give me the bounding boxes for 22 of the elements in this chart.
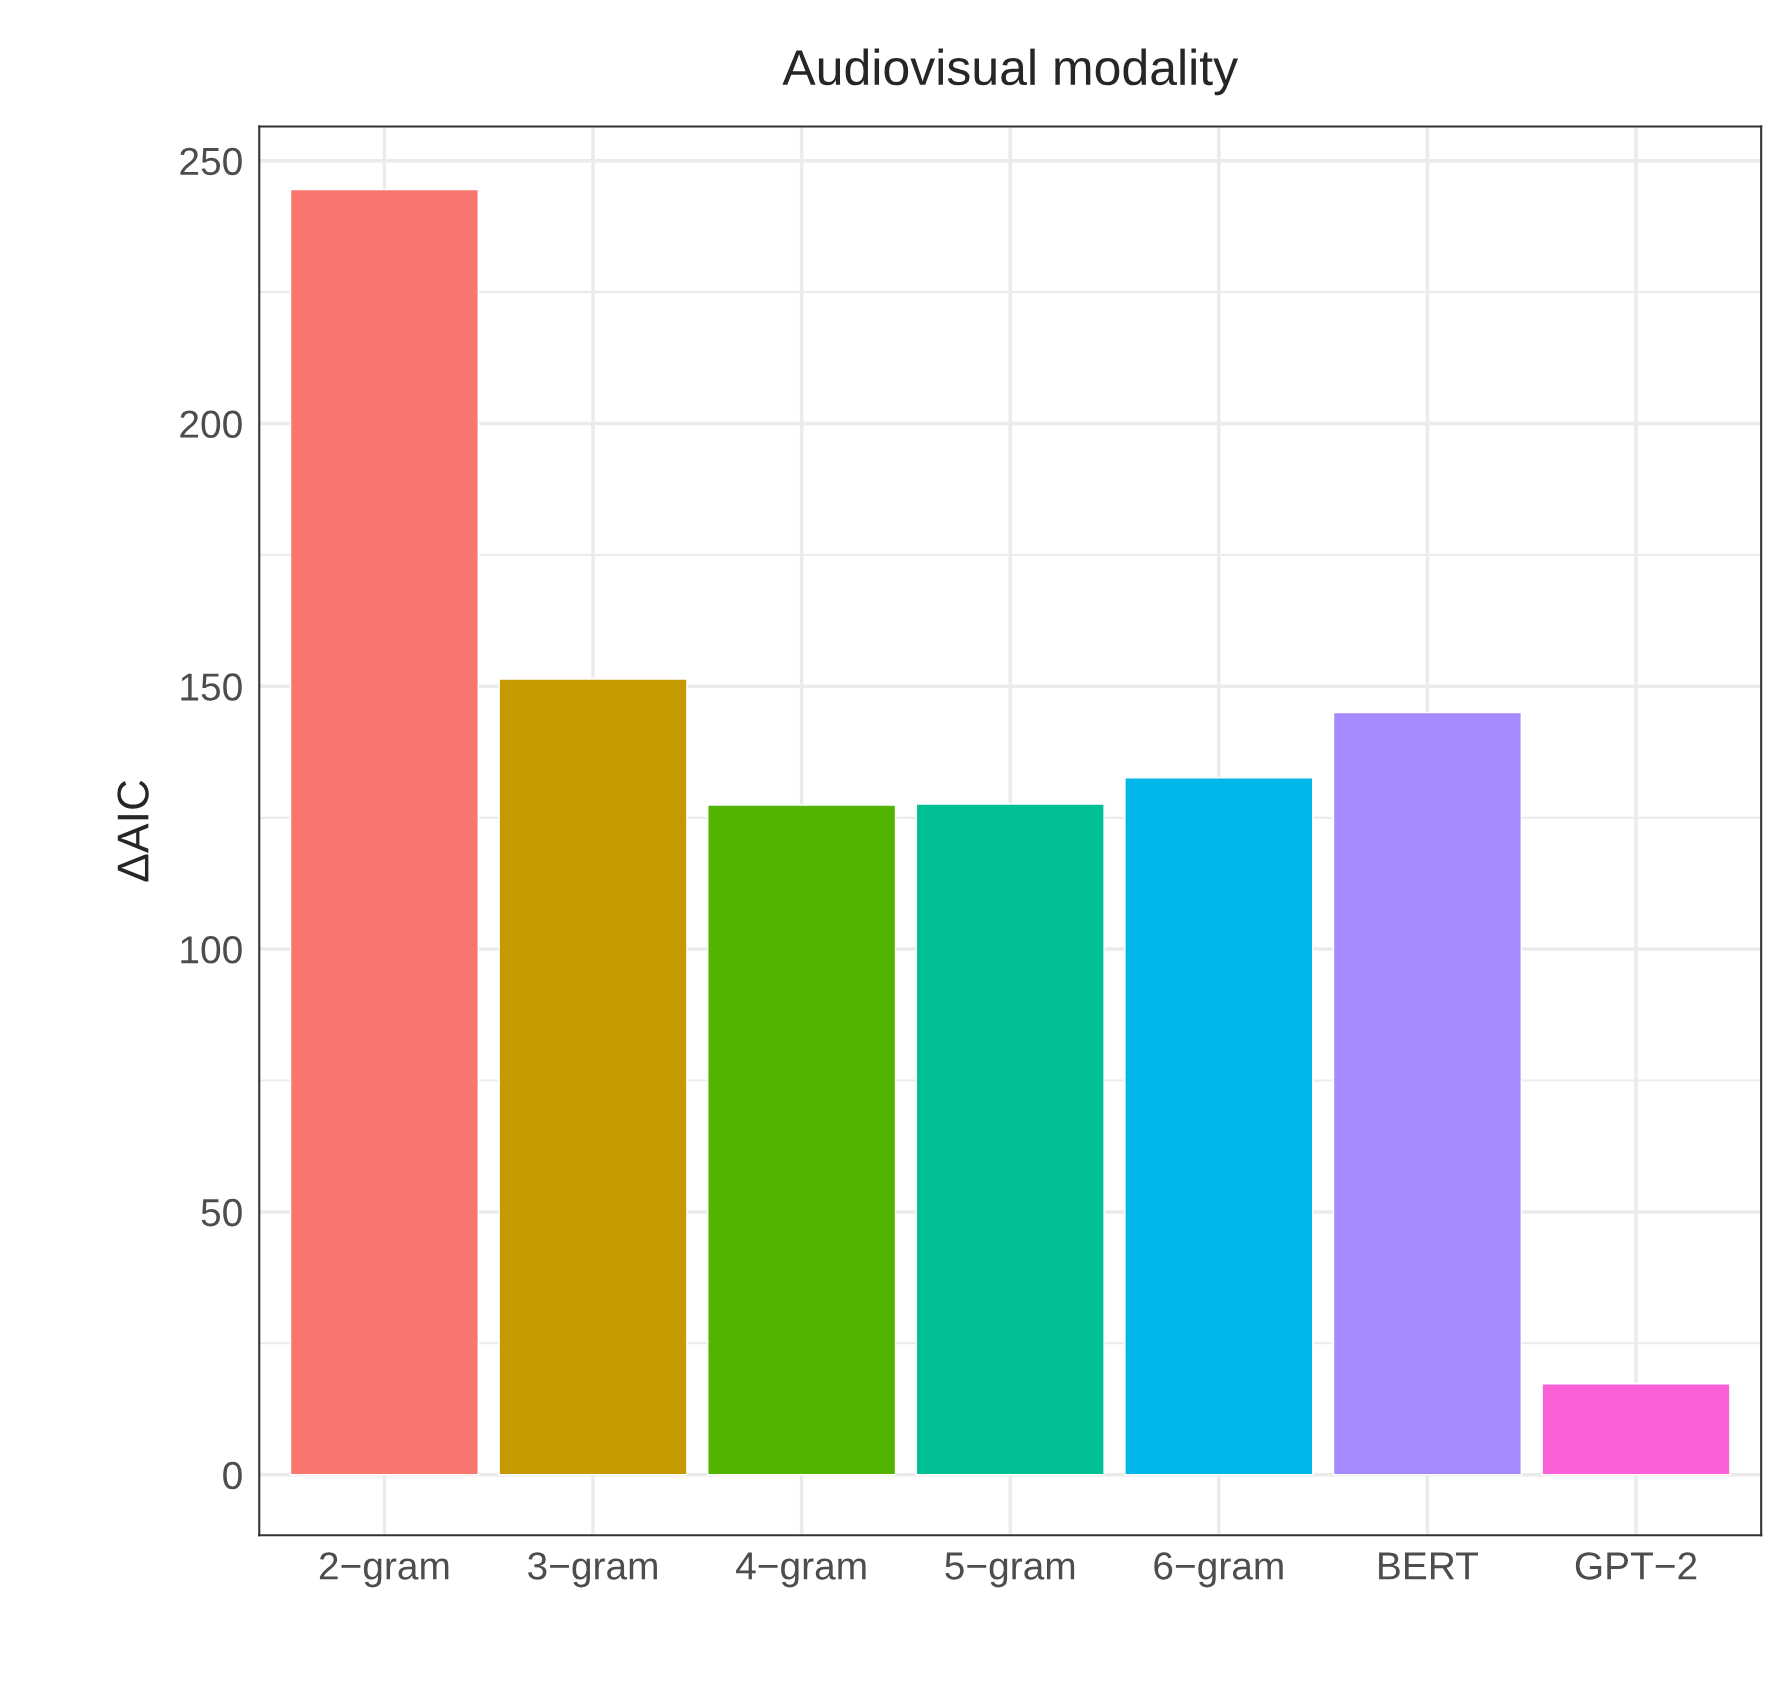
x-tick-label: BERT	[1379, 1552, 1479, 1580]
x-tick-label: 6−gram	[1154, 1552, 1283, 1588]
y-tick-label: 50	[201, 1198, 242, 1227]
x-tick-label: GPT−2	[1575, 1552, 1697, 1580]
x-tick-label: 5−gram	[945, 1552, 1075, 1588]
y-axis-title: ΔAIC	[117, 780, 149, 882]
x-tick-label: 2−gram	[319, 1552, 449, 1588]
y-tick-label: 0	[223, 1461, 242, 1490]
y-tick-label: 100	[181, 936, 242, 964]
bar	[707, 804, 897, 1476]
bar	[1124, 777, 1314, 1476]
y-tick-label: 250	[180, 147, 242, 176]
bar	[498, 678, 688, 1476]
bar	[1332, 711, 1522, 1476]
x-tick-label: 4−gram	[736, 1552, 866, 1588]
bar	[1541, 1383, 1731, 1476]
chart-title: Audiovisual modality	[782, 48, 1239, 96]
x-tick-label: 3−gram	[528, 1552, 657, 1588]
bar	[915, 803, 1105, 1476]
y-tick-label: 150	[181, 673, 242, 701]
y-tick-label: 200	[180, 410, 242, 438]
bar	[289, 188, 479, 1476]
